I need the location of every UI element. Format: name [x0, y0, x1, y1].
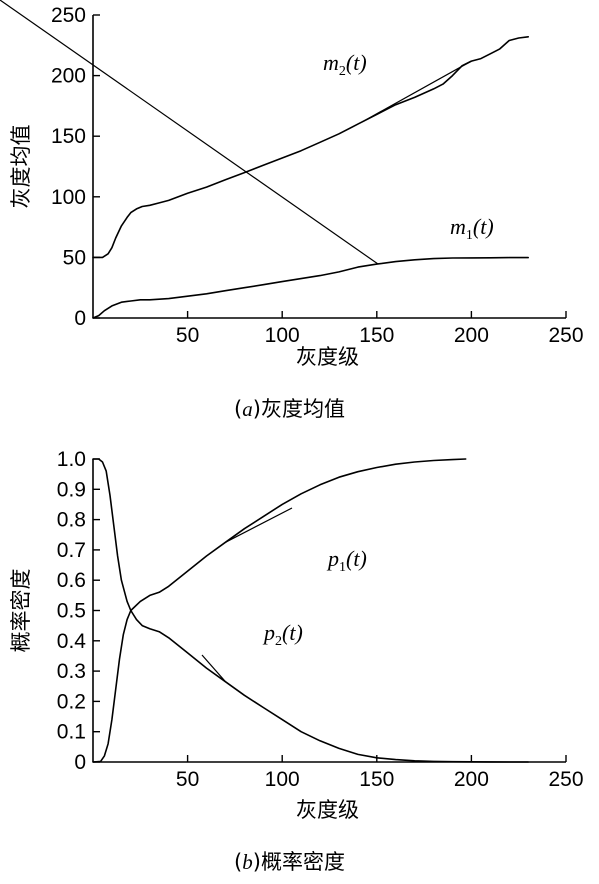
x-tick-label: 150 [359, 768, 394, 791]
series-label-m2(t): m2(t) [323, 50, 367, 79]
y-tick-label: 0.2 [57, 690, 86, 713]
y-tick-label: 0.5 [57, 600, 86, 623]
label-leader [0, 0, 379, 265]
series-line-m1(t) [92, 256, 530, 319]
series-label-letter: m [450, 214, 466, 239]
series-label-argument: (t) [282, 620, 303, 645]
series-label-letter: p [326, 546, 339, 571]
caption-letter: a [242, 397, 253, 421]
figure-caption: (a)灰度均值 [234, 397, 345, 421]
series-label-subscript: 1 [466, 228, 473, 243]
caption-text: 概率密度 [261, 850, 345, 874]
caption-close-paren: ) [253, 397, 261, 421]
series-label-p1(t): p1(t) [326, 546, 367, 575]
series-label-subscript: 2 [339, 64, 346, 79]
series-label-argument: (t) [346, 50, 367, 75]
y-tick-label: 0.3 [57, 660, 86, 683]
x-tick-label: 200 [454, 324, 489, 347]
x-axis-title: 灰度级 [296, 798, 359, 822]
y-tick-label: 0 [74, 751, 86, 774]
x-tick-label: 100 [265, 324, 300, 347]
series-line-p1(t) [92, 458, 467, 763]
caption-text: 灰度均值 [261, 397, 345, 421]
x-tick-label: 200 [454, 768, 489, 791]
y-tick-label: 0 [74, 307, 86, 330]
label-leader [225, 507, 293, 543]
series-label-argument: (t) [473, 214, 494, 239]
y-tick-label: 1.0 [57, 448, 86, 471]
label-leader [201, 654, 226, 683]
series-line-p2(t) [92, 458, 530, 763]
y-tick-label: 0.6 [57, 569, 86, 592]
caption-open-paren: ( [234, 850, 242, 874]
series-label-letter: p [262, 620, 275, 645]
y-tick-label: 0.7 [57, 539, 86, 562]
series-label-argument: (t) [346, 546, 367, 571]
y-axis-title: 概率密度 [9, 569, 33, 653]
caption-letter: b [242, 850, 253, 874]
x-tick-label: 250 [548, 324, 583, 347]
x-tick-label: 150 [359, 324, 394, 347]
y-tick-label: 0.8 [57, 509, 86, 532]
figure-caption: (b)概率密度 [234, 850, 345, 874]
x-axis-title: 灰度级 [296, 345, 359, 369]
y-tick-label: 200 [51, 65, 86, 88]
caption-close-paren: ) [253, 850, 261, 874]
series-label-letter: m [323, 50, 339, 75]
series-label-p2(t): p2(t) [262, 620, 303, 649]
y-axis-title: 灰度均值 [9, 125, 33, 209]
x-tick-label: 50 [176, 324, 199, 347]
y-tick-label: 100 [51, 186, 86, 209]
label-leader [361, 60, 472, 123]
x-tick-label: 50 [176, 768, 199, 791]
y-tick-label: 50 [63, 246, 86, 269]
y-tick-label: 0.4 [57, 630, 87, 653]
y-tick-label: 0.9 [57, 478, 86, 501]
caption-open-paren: ( [234, 397, 242, 421]
y-tick-label: 150 [51, 125, 86, 148]
series-label-m1(t): m1(t) [450, 214, 494, 243]
y-tick-label: 0.1 [57, 721, 86, 744]
y-tick-label: 250 [51, 4, 86, 27]
x-tick-label: 100 [265, 768, 300, 791]
chart-panel-b: 0 0.1 0.2 0.3 0.4 0.5 0.6 0.7 0.8 0.9 1.0 50 100 150 2… [9, 448, 584, 874]
series-label-subscript: 1 [339, 560, 346, 575]
x-tick-label: 250 [548, 768, 583, 791]
series-label-subscript: 2 [275, 634, 282, 649]
